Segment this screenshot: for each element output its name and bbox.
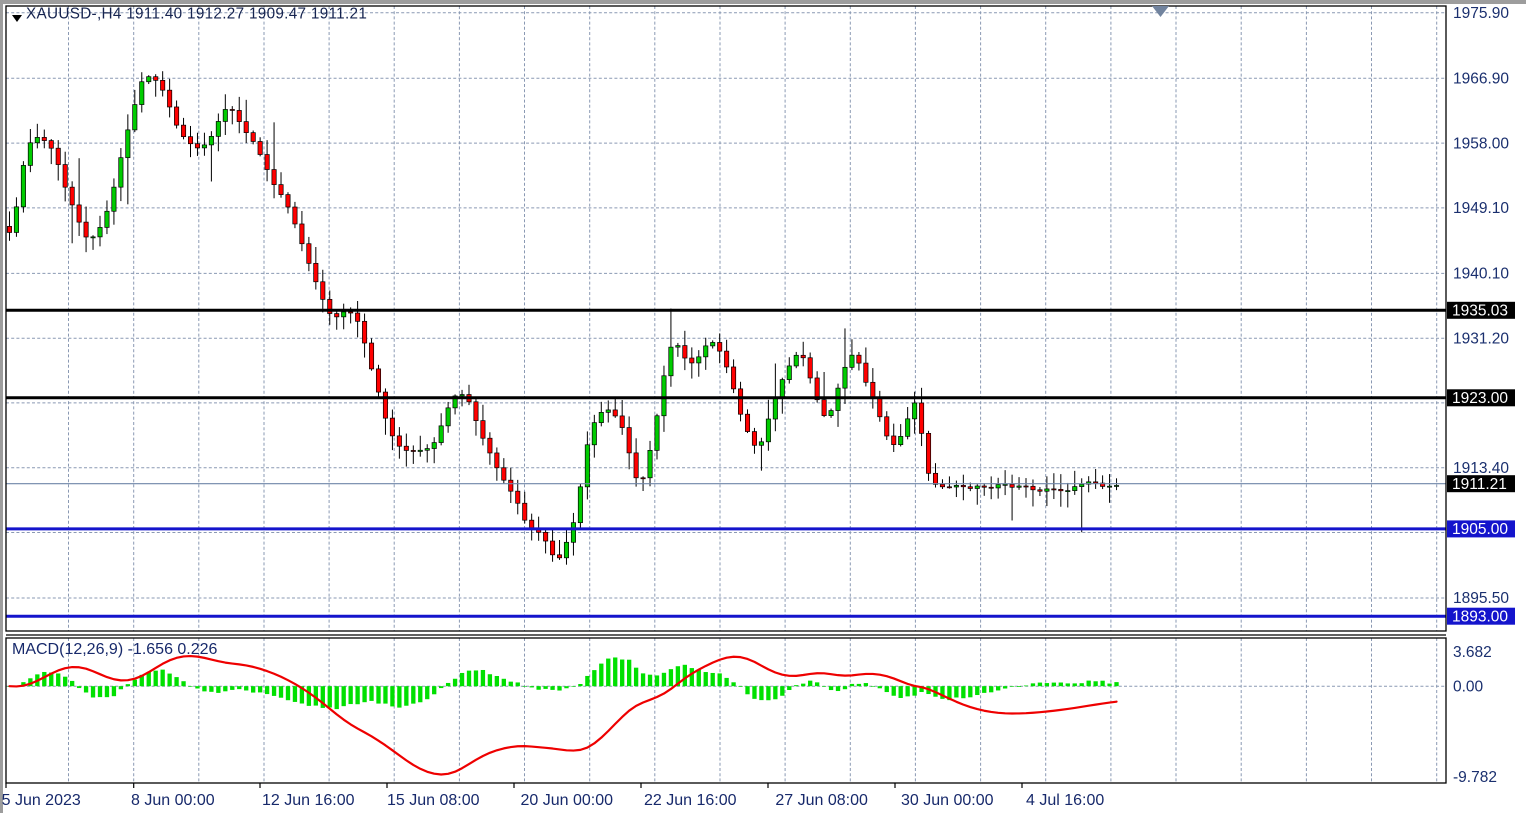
- svg-text:1923.00: 1923.00: [1452, 390, 1508, 407]
- svg-text:3.682: 3.682: [1453, 644, 1492, 661]
- svg-text:1958.00: 1958.00: [1453, 135, 1509, 152]
- svg-text:5 Jun 2023: 5 Jun 2023: [2, 792, 81, 809]
- svg-text:1893.00: 1893.00: [1452, 608, 1508, 625]
- svg-text:0.00: 0.00: [1453, 678, 1484, 695]
- svg-text:1949.10: 1949.10: [1453, 200, 1509, 217]
- svg-text:1966.90: 1966.90: [1453, 71, 1509, 88]
- svg-text:-9.782: -9.782: [1453, 769, 1497, 786]
- svg-text:1975.90: 1975.90: [1453, 5, 1509, 22]
- svg-text:15 Jun 08:00: 15 Jun 08:00: [387, 792, 480, 809]
- svg-text:30 Jun 00:00: 30 Jun 00:00: [901, 792, 994, 809]
- svg-text:8 Jun 00:00: 8 Jun 00:00: [131, 792, 215, 809]
- svg-text:1913.40: 1913.40: [1453, 460, 1509, 477]
- svg-text:XAUUSD-,H4 1911.40 1912.27 19: XAUUSD-,H4 1911.40 1912.27 1909.47 1911.…: [26, 6, 367, 23]
- svg-text:1935.03: 1935.03: [1452, 303, 1508, 320]
- svg-text:MACD(12,26,9) -1.656 0.226: MACD(12,26,9) -1.656 0.226: [12, 641, 218, 658]
- svg-text:1931.20: 1931.20: [1453, 330, 1509, 347]
- svg-text:4 Jul 16:00: 4 Jul 16:00: [1026, 792, 1104, 809]
- svg-text:20 Jun 00:00: 20 Jun 00:00: [521, 792, 614, 809]
- svg-text:27 Jun 08:00: 27 Jun 08:00: [775, 792, 868, 809]
- svg-text:12 Jun 16:00: 12 Jun 16:00: [262, 792, 355, 809]
- svg-text:1895.50: 1895.50: [1453, 590, 1509, 607]
- svg-text:1911.21: 1911.21: [1452, 476, 1507, 493]
- svg-text:1940.10: 1940.10: [1453, 266, 1509, 283]
- svg-text:22 Jun 16:00: 22 Jun 16:00: [644, 792, 737, 809]
- svg-text:1905.00: 1905.00: [1452, 521, 1508, 538]
